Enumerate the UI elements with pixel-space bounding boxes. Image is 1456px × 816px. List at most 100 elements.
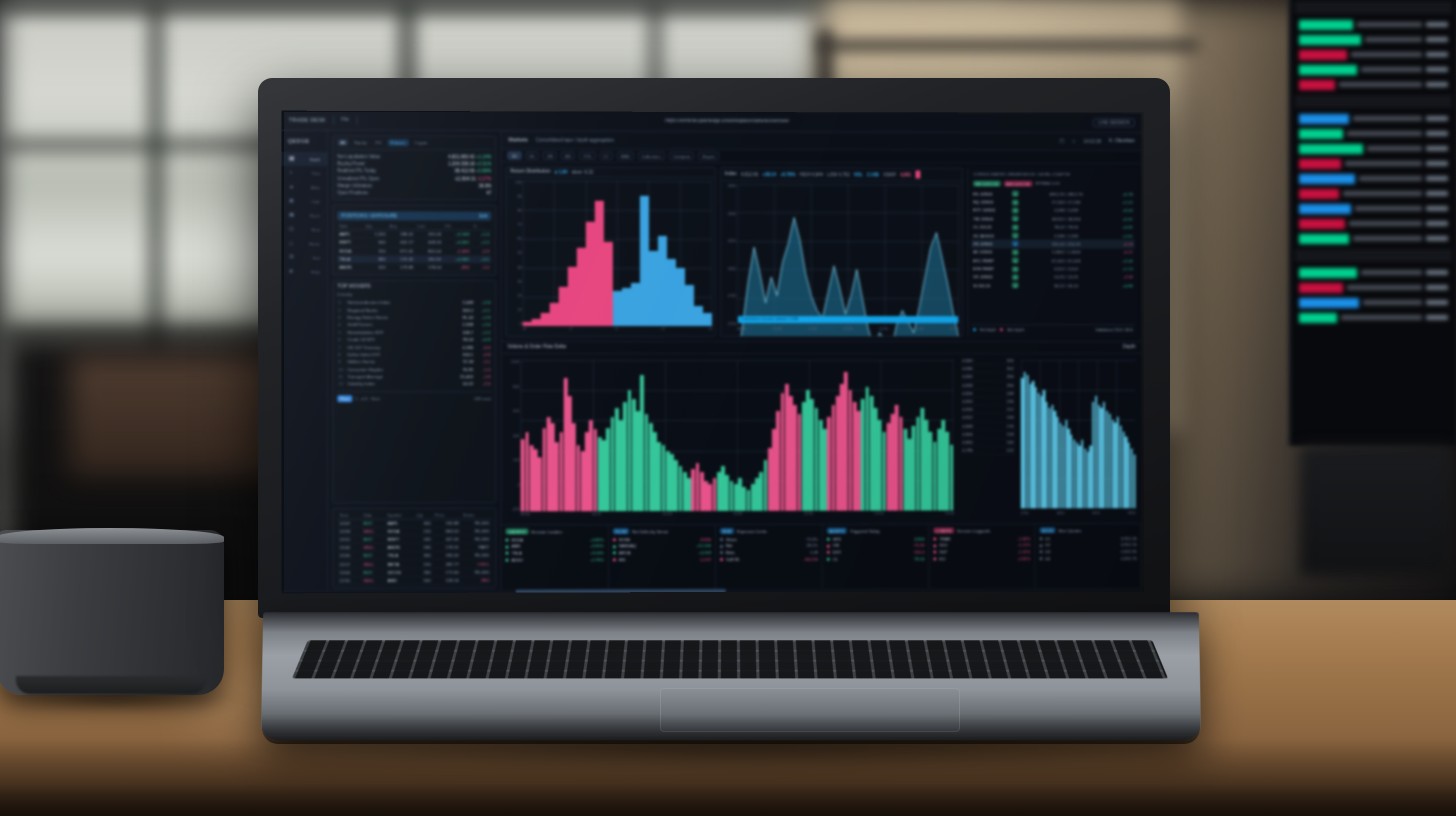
- positions-col-header[interactable]: Sym: [337, 222, 364, 231]
- list-item[interactable]: 4 Gold Futures 2,338 +1.6: [337, 321, 491, 328]
- order-book-row[interactable]: RTY JUN24 ● 2,038 / 2,039 +0.44: [971, 206, 1135, 215]
- list-item[interactable]: VaR 95 -84,220: [719, 556, 818, 563]
- user-icon[interactable]: ○: [1072, 138, 1076, 145]
- list-item[interactable]: 9 Utilities Sector 72.18 -1.1: [337, 358, 491, 365]
- ledger-col-header[interactable]: Qty: [414, 511, 433, 519]
- list-item[interactable]: CL 78.00: [826, 555, 924, 562]
- user-name[interactable]: K. Okonkwo: [1109, 139, 1135, 145]
- laptop-keyboard[interactable]: [291, 640, 1169, 679]
- tab-all[interactable]: All: [337, 138, 349, 147]
- toolbar-chip-6m[interactable]: 6M: [560, 151, 575, 160]
- toolbar-chip-compare[interactable]: Compare: [668, 151, 695, 161]
- rail-item-news[interactable]: △ News: [282, 236, 327, 250]
- list-item[interactable]: L2 4,812.20: [1039, 542, 1137, 549]
- list-item[interactable]: 1 Semiconductors Index 2,448 +2.8: [337, 299, 491, 307]
- order-book-row[interactable]: VX JUN24 ● 14.20 / 14.25 -2.58: [971, 273, 1135, 281]
- list-item[interactable]: KO -0.92%: [933, 555, 1031, 562]
- list-item[interactable]: Gross 72.4%: [719, 536, 818, 543]
- list-item[interactable]: NVDA +4.82%: [505, 536, 604, 543]
- tab-equity[interactable]: Equity: [354, 140, 367, 146]
- table-row[interactable]: NVDA 310 871.05 862.44 -2,669 -0.9: [337, 246, 492, 255]
- list-item[interactable]: AMD +3.91%: [505, 543, 604, 550]
- list-item[interactable]: L3 4,811.95: [1039, 548, 1137, 555]
- toolbar-chip-indicators[interactable]: Indicators: [638, 151, 665, 161]
- positions-col-header[interactable]: %: [471, 222, 492, 231]
- order-book-row[interactable]: ETH PERP ● 3,512 / 3,513 +1.74: [971, 265, 1135, 274]
- rail-item-ordr[interactable]: ◉ Ordr: [282, 194, 327, 208]
- ledger-col-header[interactable]: Price: [432, 511, 461, 519]
- positions-col-header[interactable]: Last: [415, 222, 444, 231]
- table-row[interactable]: 4,804 158: [960, 429, 1016, 439]
- list-item[interactable]: DXY 104.0: [826, 549, 924, 556]
- list-item[interactable]: NASDAQ +12,106: [612, 543, 711, 550]
- toolbar-chip-1y[interactable]: 1Y: [599, 151, 613, 160]
- rail-item-rsch[interactable]: ▣ Rsch: [282, 208, 327, 222]
- rail-item-port[interactable]: ◑ Port: [282, 166, 327, 180]
- order-book-row[interactable]: ES JUN24 ● 4812.25 / 4812.75 +0.78: [971, 190, 1135, 199]
- bell-icon[interactable]: ☐: [1059, 138, 1065, 145]
- next-page-button[interactable]: Next: [370, 395, 380, 401]
- rail-item-help[interactable]: ◈ Help: [282, 265, 327, 279]
- rail-item-sett[interactable]: ⚙ Sett: [282, 250, 327, 264]
- list-item[interactable]: VIX 15.00: [826, 542, 924, 549]
- list-item[interactable]: 7 US 10Y Treasury 4.286 -0.6: [337, 343, 491, 350]
- ledger-col-header[interactable]: Symbol: [385, 511, 415, 519]
- table-row[interactable]: AAPL 1,200 188.42 191.06 +3,168 +1.4: [337, 230, 492, 239]
- ledger-col-header[interactable]: Time: [337, 511, 362, 519]
- tab-futures[interactable]: Futures: [387, 139, 409, 147]
- table-row[interactable]: 12:55 SELL AMD 500 158.14 REJ: [337, 575, 492, 585]
- tab-fx[interactable]: FX: [375, 140, 382, 146]
- list-item[interactable]: IEX -1,072: [612, 556, 711, 563]
- table-row[interactable]: 4,828 266: [960, 380, 1016, 390]
- table-row[interactable]: AMZN 520 179.88 178.04 -956 -1.0: [337, 262, 492, 272]
- ledger-col-header[interactable]: Side: [361, 511, 386, 519]
- positions-col-header[interactable]: P/L: [443, 222, 472, 231]
- toolbar-chip-5d[interactable]: 5D: [525, 151, 539, 160]
- ledger-col-header[interactable]: Status: [460, 510, 492, 519]
- list-item[interactable]: 6 Crude Oil WTI 78.04 +0.9: [337, 336, 491, 343]
- positions-col-header[interactable]: Avg: [387, 222, 416, 231]
- list-item[interactable]: 5 Homebuilders ETF 108.7 +1.2: [337, 328, 491, 335]
- list-item[interactable]: ARCA +4,318: [612, 549, 711, 556]
- toolbar-chip-max[interactable]: MAX: [616, 151, 635, 160]
- list-item[interactable]: 2 Regional Banks 318.2 +2.1: [337, 306, 491, 313]
- order-book-row[interactable]: ZN JUN24 ● 110-14 / 110-15 -0.18: [971, 239, 1135, 249]
- tab-crypto[interactable]: Crypto: [414, 140, 428, 146]
- list-item[interactable]: 8 Dollar Index DXY 104.1 -0.8: [337, 351, 491, 358]
- prev-page-button[interactable]: Prev: [337, 394, 353, 402]
- list-item[interactable]: NYSE -9,840: [612, 536, 711, 543]
- toolbar-chip-1d[interactable]: 1D: [507, 151, 522, 160]
- table-row[interactable]: 4,808 176: [960, 421, 1016, 430]
- table-row[interactable]: TSLA 880 176.30 181.92 +4,945 +3.1: [337, 254, 492, 264]
- table-row[interactable]: 4,836 302: [960, 364, 1016, 373]
- rail-item-mkts[interactable]: ▲ Mkts: [282, 180, 327, 194]
- list-item[interactable]: XLP -1.41%: [933, 548, 1031, 555]
- toolbar-chip-1m[interactable]: 1M: [542, 151, 557, 160]
- toolbar-chip-export[interactable]: Export: [698, 151, 719, 161]
- table-row[interactable]: 4,800 140: [960, 438, 1016, 447]
- table-row[interactable]: 4,840 320: [960, 356, 1016, 365]
- list-item[interactable]: Net 28.1%: [719, 542, 818, 549]
- list-item[interactable]: TSLA +3.14%: [505, 549, 604, 556]
- list-item[interactable]: 12 Volatility Index 14.22 -2.6: [337, 380, 491, 387]
- table-row[interactable]: MSFT 640 402.17 408.33 +3,942 +1.5: [337, 238, 492, 247]
- table-row[interactable]: 4,816 212: [960, 405, 1016, 414]
- order-book-row[interactable]: NQ JUN24 ● 17,244 / 17,246 +1.12: [971, 198, 1135, 207]
- list-item[interactable]: 11 Transport Average 15,402 -1.8: [337, 373, 491, 380]
- order-book-row[interactable]: YM JUN24 ● 38,912 / 38,918 +0.31: [971, 215, 1135, 224]
- order-book-row[interactable]: GC AUG24 ● 2,338 / 2,339 +1.61: [971, 231, 1135, 240]
- list-item[interactable]: SPX 4,800: [826, 536, 924, 543]
- positions-col-header[interactable]: Qty: [363, 222, 388, 231]
- list-item[interactable]: XLU -1.12%: [933, 542, 1031, 549]
- order-book-row[interactable]: 6E JUN24 ● 1.0842 / 1.0843 -0.22: [971, 248, 1135, 257]
- list-item[interactable]: L4 4,811.70: [1039, 555, 1137, 562]
- menu-file[interactable]: File: [341, 117, 349, 123]
- list-item[interactable]: 3 Energy Select Sector 91.44 +1.9: [337, 314, 491, 321]
- list-item[interactable]: 10 Consumer Staples 76.95 -1.4: [337, 365, 491, 372]
- list-item[interactable]: L1 4,812.40: [1039, 535, 1137, 542]
- order-book-row[interactable]: CL JUL24 ● 78.02 / 78.05 +0.92: [971, 223, 1135, 232]
- order-book-row[interactable]: SI JUL24 ● 30.12 / 30.14 +0.88: [971, 281, 1135, 289]
- rail-item-dash[interactable]: ▦ Dash: [281, 151, 328, 167]
- toolbar-chip-ytd[interactable]: YTD: [578, 151, 596, 160]
- table-row[interactable]: 4,824 248: [960, 389, 1016, 398]
